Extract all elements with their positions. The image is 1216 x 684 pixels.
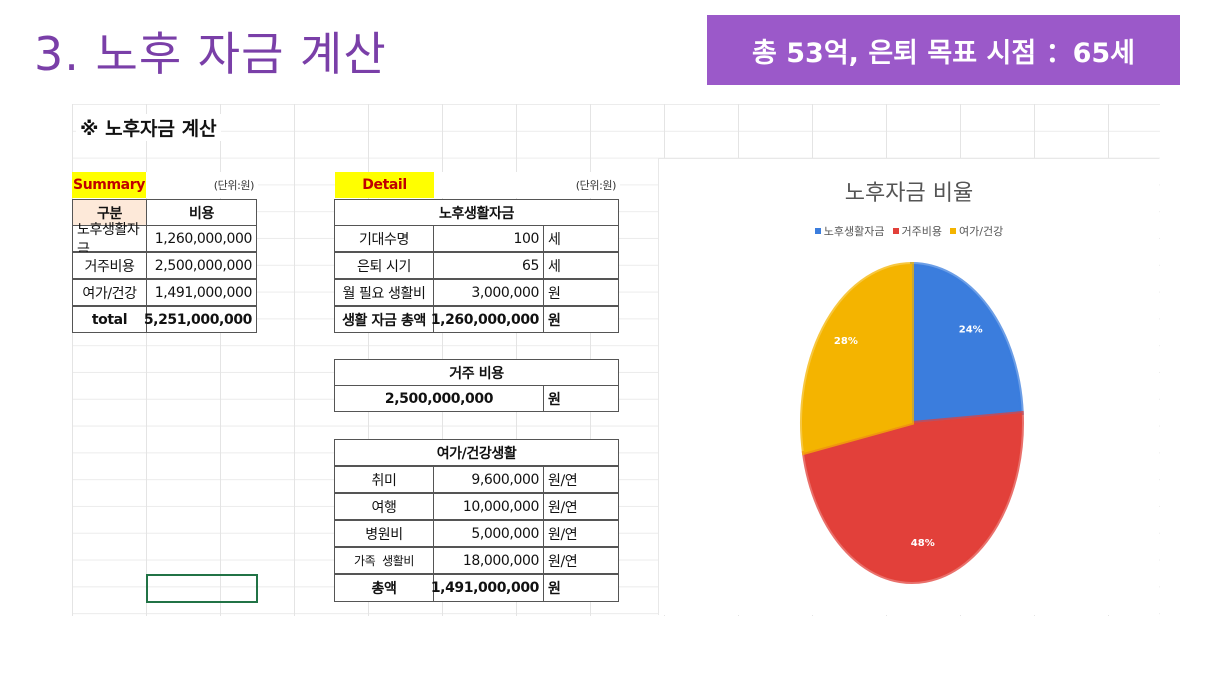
living-row-value: 3,000,000 [433,279,544,306]
summary-total-label: total [72,306,147,333]
summary-unit: (단위:원) [146,172,258,198]
leisure-row-name: 가족 생활비 [334,547,434,574]
leisure-row-unit: 원/연 [543,547,619,574]
living-row-unit: 세 [543,225,619,252]
legend-swatch [950,228,957,234]
legend-item: 여가/건강 [950,223,1003,239]
pie-data-label: 28% [834,336,858,347]
pie-slice-3[interactable] [800,261,914,456]
living-total-unit: 원 [543,306,619,333]
housing-value: 2,500,000,000 [334,385,544,412]
summary-header-category: 구분 [72,199,147,226]
pie-data-label: 48% [911,538,935,549]
leisure-row-unit: 원/연 [543,466,619,493]
summary-label: Summary [72,172,146,198]
active-cell[interactable] [146,574,258,603]
living-header: 노후생활자금 [334,199,619,226]
leisure-row-unit: 원/연 [543,520,619,547]
detail-label: Detail [335,172,434,198]
leisure-header: 여가/건강생활 [334,439,619,466]
living-row-value: 100 [433,225,544,252]
summary-total-value: 5,251,000,000 [144,306,257,333]
legend-label: 거주비용 [901,225,943,238]
legend-swatch [892,228,899,234]
chart-legend: 노후생활자금 거주비용 여가/건강 [659,223,1159,239]
living-total-value: 1,260,000,000 [431,306,544,333]
pie-slice-1[interactable] [910,261,1024,426]
legend-item: 노후생활자금 [814,223,885,239]
legend-swatch [814,228,821,234]
leisure-row-name: 병원비 [334,520,434,547]
leisure-row-name: 취미 [334,466,434,493]
leisure-row-unit: 원/연 [543,493,619,520]
legend-label: 노후생활자금 [823,225,885,238]
leisure-row-value: 9,600,000 [433,466,544,493]
leisure-total-value: 1,491,000,000 [431,574,544,602]
leisure-row-value: 18,000,000 [433,547,544,574]
summary-row-name: 여가/건강 [72,279,147,306]
summary-row-name: 거주비용 [72,252,147,279]
leisure-row-value: 5,000,000 [433,520,544,547]
pie-chart-panel[interactable]: 노후자금 비율 노후생활자금 거주비용 여가/건강 24% 48% 28% [658,158,1159,615]
summary-row-value: 1,491,000,000 [146,279,257,306]
leisure-total-label: 총액 [334,574,434,602]
living-row-name: 기대수명 [334,225,434,252]
summary-row-value: 2,500,000,000 [146,252,257,279]
leisure-row-value: 10,000,000 [433,493,544,520]
summary-row-value: 1,260,000,000 [146,225,257,252]
chart-title: 노후자금 비율 [844,181,974,206]
legend-label: 여가/건강 [959,225,1004,238]
housing-header: 거주 비용 [334,359,619,386]
summary-banner: 총 53억, 은퇴 목표 시점 ：65세 [707,15,1180,85]
legend-item: 거주비용 [892,223,943,239]
housing-unit: 원 [543,385,619,412]
pie-data-label: 24% [959,325,983,336]
detail-unit: (단위:원) [434,172,620,198]
living-row-unit: 세 [543,252,619,279]
pie-chart: 24% 48% 28% [800,261,1024,585]
summary-row-name: 노후생활자금 [72,222,147,258]
leisure-total-unit: 원 [543,574,619,602]
living-row-name: 월 필요 생활비 [334,279,434,306]
slide-title: 3. 노후 자금 계산 [34,27,387,81]
living-total-label: 생활 자금 총액 [334,306,434,333]
sheet-heading: ※ 노후자금 계산 [76,114,221,141]
summary-header-cost: 비용 [146,199,257,226]
living-row-value: 65 [433,252,544,279]
pie-slice-2[interactable] [801,410,1024,585]
living-row-unit: 원 [543,279,619,306]
leisure-row-name: 여행 [334,493,434,520]
living-row-name: 은퇴 시기 [334,252,434,279]
